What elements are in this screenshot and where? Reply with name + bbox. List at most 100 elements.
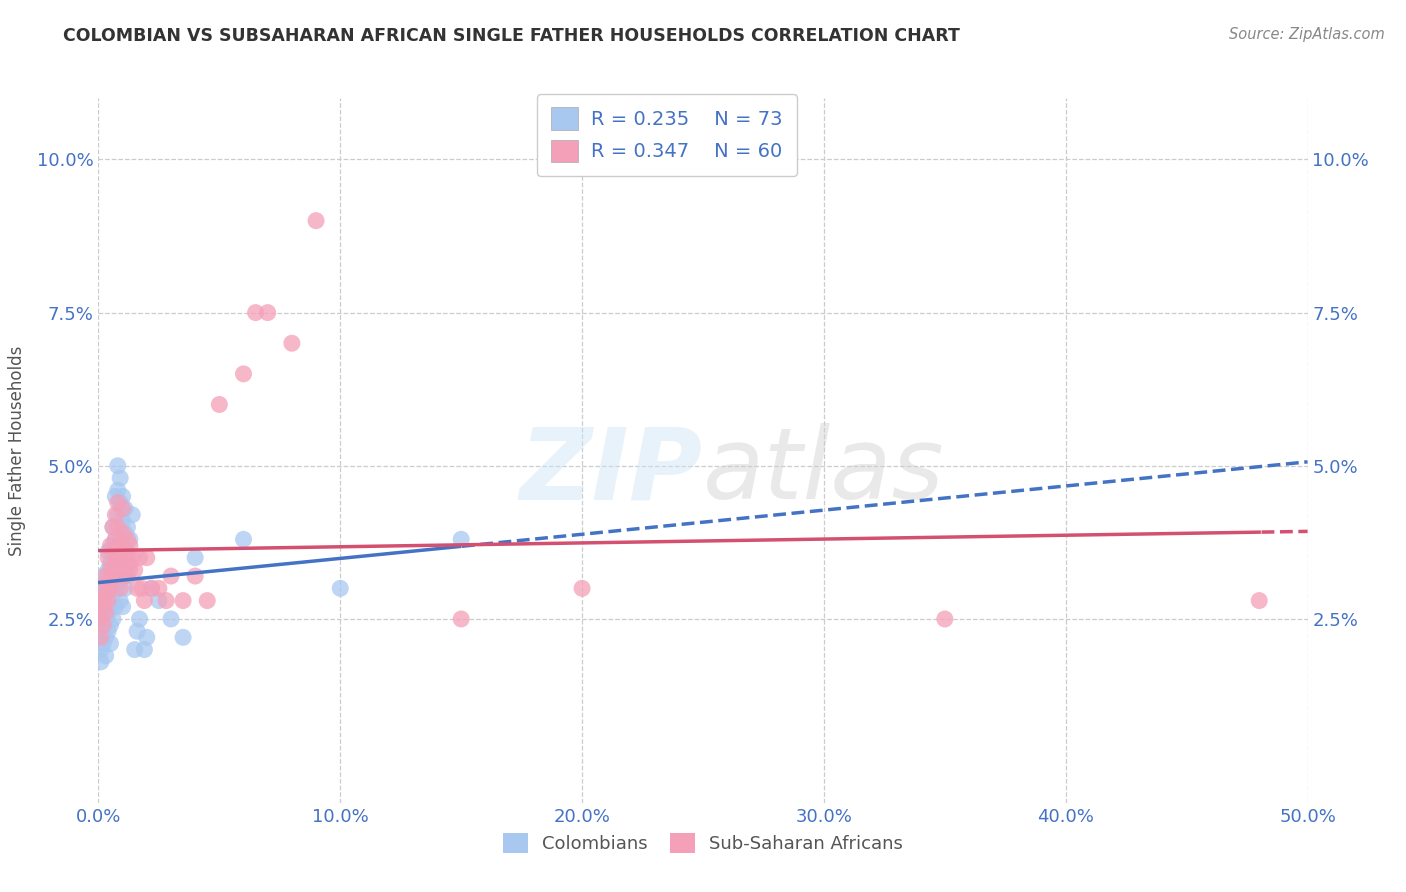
Point — [94, 569, 117, 583]
Point — [127, 624, 149, 639]
Point — [94, 593, 117, 607]
Point — [128, 612, 150, 626]
Point — [135, 631, 157, 645]
Point — [94, 606, 117, 620]
Point — [91, 582, 114, 596]
Point — [97, 587, 120, 601]
Legend: Colombians, Sub-Saharan Africans: Colombians, Sub-Saharan Africans — [495, 825, 911, 861]
Point — [100, 599, 122, 614]
Point — [104, 490, 127, 504]
Point — [91, 599, 114, 614]
Point — [184, 550, 207, 565]
Point — [101, 544, 124, 558]
Point — [160, 612, 183, 626]
Point — [114, 582, 136, 596]
Point — [101, 587, 124, 601]
Point — [94, 575, 117, 590]
Point — [450, 612, 472, 626]
Point — [91, 618, 114, 632]
Point — [90, 631, 112, 645]
Point — [232, 533, 254, 547]
Point — [108, 471, 131, 485]
Point — [90, 593, 112, 607]
Point — [101, 569, 124, 583]
Point — [195, 593, 218, 607]
Point — [90, 655, 112, 669]
Point — [91, 569, 114, 583]
Text: COLOMBIAN VS SUBSAHARAN AFRICAN SINGLE FATHER HOUSEHOLDS CORRELATION CHART: COLOMBIAN VS SUBSAHARAN AFRICAN SINGLE F… — [63, 27, 960, 45]
Point — [97, 550, 120, 565]
Point — [100, 582, 122, 596]
Point — [148, 593, 170, 607]
Point — [155, 593, 177, 607]
Point — [114, 544, 136, 558]
Point — [100, 563, 122, 577]
Point — [118, 563, 141, 577]
Point — [97, 575, 120, 590]
Point — [114, 569, 136, 583]
Text: atlas: atlas — [703, 423, 945, 520]
Point — [90, 642, 112, 657]
Point — [107, 550, 129, 565]
Point — [305, 213, 328, 227]
Point — [111, 550, 134, 565]
Point — [172, 631, 194, 645]
Point — [111, 490, 134, 504]
Point — [97, 544, 120, 558]
Point — [90, 631, 112, 645]
Point — [90, 593, 112, 607]
Text: ZIP: ZIP — [520, 423, 703, 520]
Point — [101, 520, 124, 534]
Point — [114, 501, 136, 516]
Point — [97, 593, 120, 607]
Point — [117, 520, 139, 534]
Point — [160, 569, 183, 583]
Point — [141, 582, 163, 596]
Point — [111, 501, 134, 516]
Point — [91, 599, 114, 614]
Point — [90, 612, 112, 626]
Point — [117, 569, 139, 583]
Point — [104, 557, 127, 571]
Point — [100, 582, 122, 596]
Point — [90, 612, 112, 626]
Point — [111, 526, 134, 541]
Point — [108, 495, 131, 509]
Point — [97, 563, 120, 577]
Point — [114, 526, 136, 541]
Point — [91, 636, 114, 650]
Point — [100, 538, 122, 552]
Point — [118, 538, 141, 552]
Point — [107, 520, 129, 534]
Y-axis label: Single Father Households: Single Father Households — [7, 345, 25, 556]
Point — [104, 533, 127, 547]
Point — [104, 557, 127, 571]
Point — [107, 458, 129, 473]
Point — [148, 582, 170, 596]
Point — [118, 557, 141, 571]
Point — [100, 557, 122, 571]
Point — [208, 397, 231, 411]
Point — [256, 305, 278, 319]
Point — [127, 582, 149, 596]
Point — [141, 582, 163, 596]
Point — [134, 593, 156, 607]
Point — [91, 582, 114, 596]
Point — [100, 636, 122, 650]
Point — [108, 593, 131, 607]
Point — [111, 569, 134, 583]
Point — [104, 582, 127, 596]
Point — [100, 618, 122, 632]
Point — [121, 550, 143, 565]
Point — [245, 305, 267, 319]
Point — [94, 587, 117, 601]
Point — [107, 508, 129, 522]
Point — [117, 557, 139, 571]
Point — [131, 582, 153, 596]
Point — [94, 612, 117, 626]
Point — [101, 538, 124, 552]
Point — [450, 533, 472, 547]
Point — [281, 336, 304, 351]
Point — [128, 550, 150, 565]
Point — [107, 544, 129, 558]
